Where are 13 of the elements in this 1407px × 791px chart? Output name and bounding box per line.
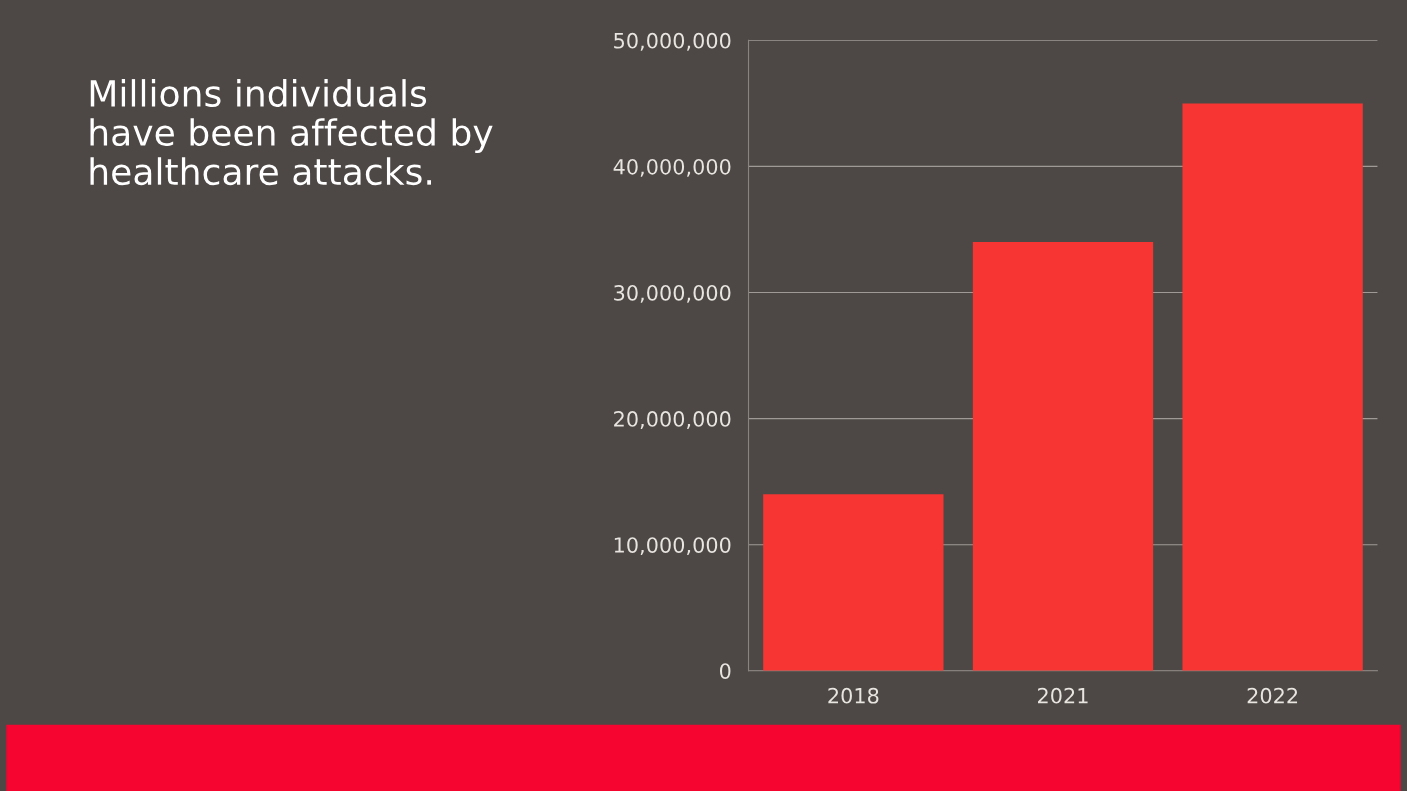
y-tick-label: 40,000,000 [613,158,731,177]
bar [972,242,1154,671]
x-tick-label: 2022 [1247,687,1298,704]
y-tick-label: 30,000,000 [614,284,731,303]
x-tick-label: 2021 [1038,687,1088,704]
y-tick-label: 20,000,000 [614,411,731,429]
bar [763,494,944,671]
x-tick-label: 2018 [828,687,879,704]
bar [1182,103,1363,671]
y-tick-label: 0 [719,663,731,679]
y-tick-label: 10,000,000 [614,537,731,556]
text: Millions individuals have been affected by healthcare attacks. [90,79,493,186]
y-tick-label: 50,000,000 [614,32,731,51]
